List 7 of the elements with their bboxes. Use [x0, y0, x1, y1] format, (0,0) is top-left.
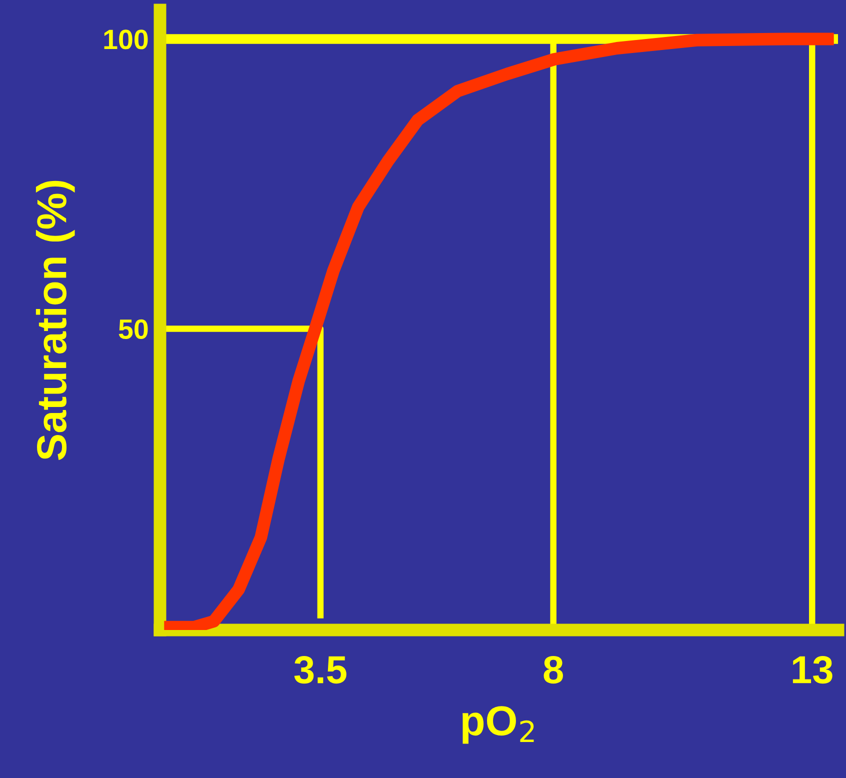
x-tick-label: 3.5 — [294, 656, 346, 684]
x-axis-title: pO$_{2}$ — [462, 706, 534, 744]
y-tick-label: 50 — [118, 319, 148, 340]
x-tick-label: 8 — [544, 656, 563, 684]
y-axis-title: Saturation (%) — [36, 180, 75, 460]
x-tick-label: 13 — [792, 656, 832, 684]
y-tick-label: 100 — [104, 30, 148, 50]
